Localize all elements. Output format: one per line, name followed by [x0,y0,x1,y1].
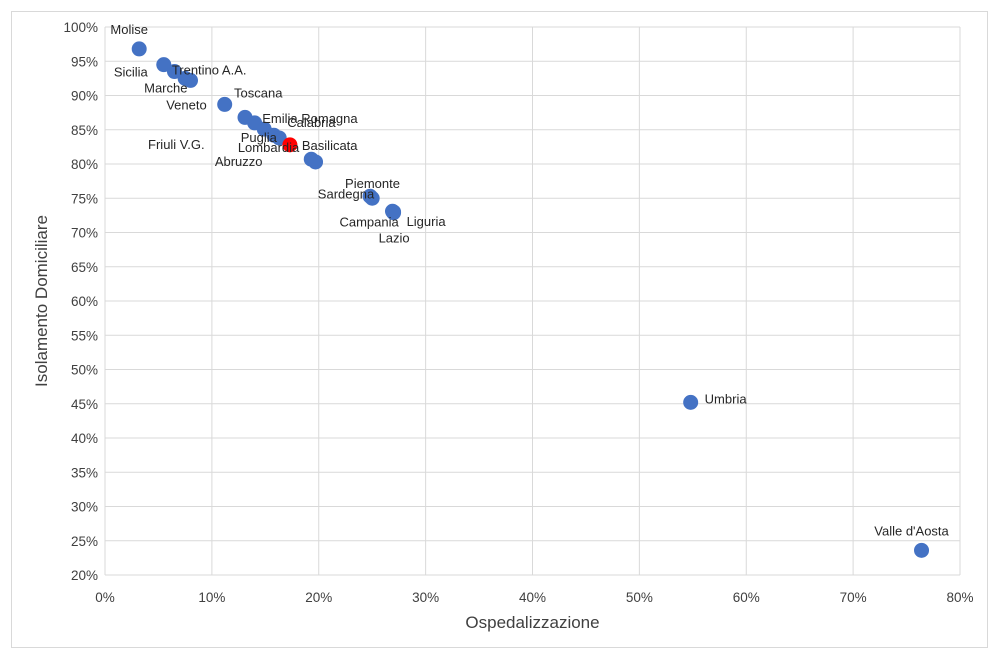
data-point [683,394,699,410]
data-point [131,41,147,57]
x-tick-label: 20% [305,590,332,605]
data-point [386,205,402,221]
y-tick-label: 70% [71,226,98,241]
data-label: Puglia [241,130,278,145]
y-tick-label: 75% [71,191,98,206]
data-label: Campania [339,214,399,229]
data-label: Umbria [705,391,748,406]
x-tick-label: 60% [733,590,760,605]
data-label: Sardegna [318,186,375,201]
x-tick-label: 70% [840,590,867,605]
data-point [217,96,233,112]
data-label: Valle d'Aosta [874,523,949,538]
y-tick-label: 100% [63,20,98,35]
data-label: Friuli V.G. [148,137,205,152]
data-label: Liguria [407,214,447,229]
y-tick-label: 95% [71,54,98,69]
chart-frame [11,11,988,648]
x-tick-label: 0% [95,590,115,605]
y-tick-label: 90% [71,89,98,104]
y-tick-label: 40% [71,431,98,446]
y-tick-label: 65% [71,260,98,275]
x-tick-label: 80% [946,590,973,605]
data-label: Basilicata [302,138,358,153]
x-tick-label: 50% [626,590,653,605]
data-label: Lazio [379,231,410,246]
data-label: Marche [144,81,187,96]
data-point [308,154,324,170]
data-label: Sicilia [114,65,149,80]
data-point [183,72,198,88]
data-label: Emilia Romagna [262,111,358,126]
data-point [156,57,172,73]
y-tick-label: 80% [71,157,98,172]
data-label: Veneto [166,97,207,112]
data-point [166,64,182,80]
data-label: Trentino A.A. [172,62,247,77]
y-axis-title: Isolamento Domiciliare [32,215,51,387]
y-tick-label: 35% [71,465,98,480]
data-label: Piemonte [345,176,400,191]
x-tick-label: 10% [198,590,225,605]
x-tick-label: 30% [412,590,439,605]
axis-ticks: 20% 25% 30% 35% 40% 45% 50% 55% 60% 65% 70% 75% 80% 8… [63,20,973,605]
data-label: Abruzzo [215,154,263,169]
y-tick-label: 55% [71,328,98,343]
y-tick-label: 85% [71,123,98,138]
data-label: Molise [110,22,148,37]
highlighted-data-point [282,137,298,153]
y-tick-label: 45% [71,397,98,412]
data-label: Toscana [234,85,283,100]
y-tick-label: 30% [71,500,98,515]
y-tick-label: 60% [71,294,98,309]
data-label: Calabria [287,115,336,130]
x-axis-title: Ospedalizzazione [465,613,599,632]
data-point [364,190,380,206]
data-point [914,542,930,558]
x-tick-label: 40% [519,590,546,605]
y-tick-label: 50% [71,363,98,378]
grid-lines [104,26,961,576]
y-tick-label: 25% [71,534,98,549]
data-point [271,130,287,146]
data-points [131,41,930,558]
data-label: Lombardia [238,140,300,155]
y-tick-label: 20% [71,568,98,583]
